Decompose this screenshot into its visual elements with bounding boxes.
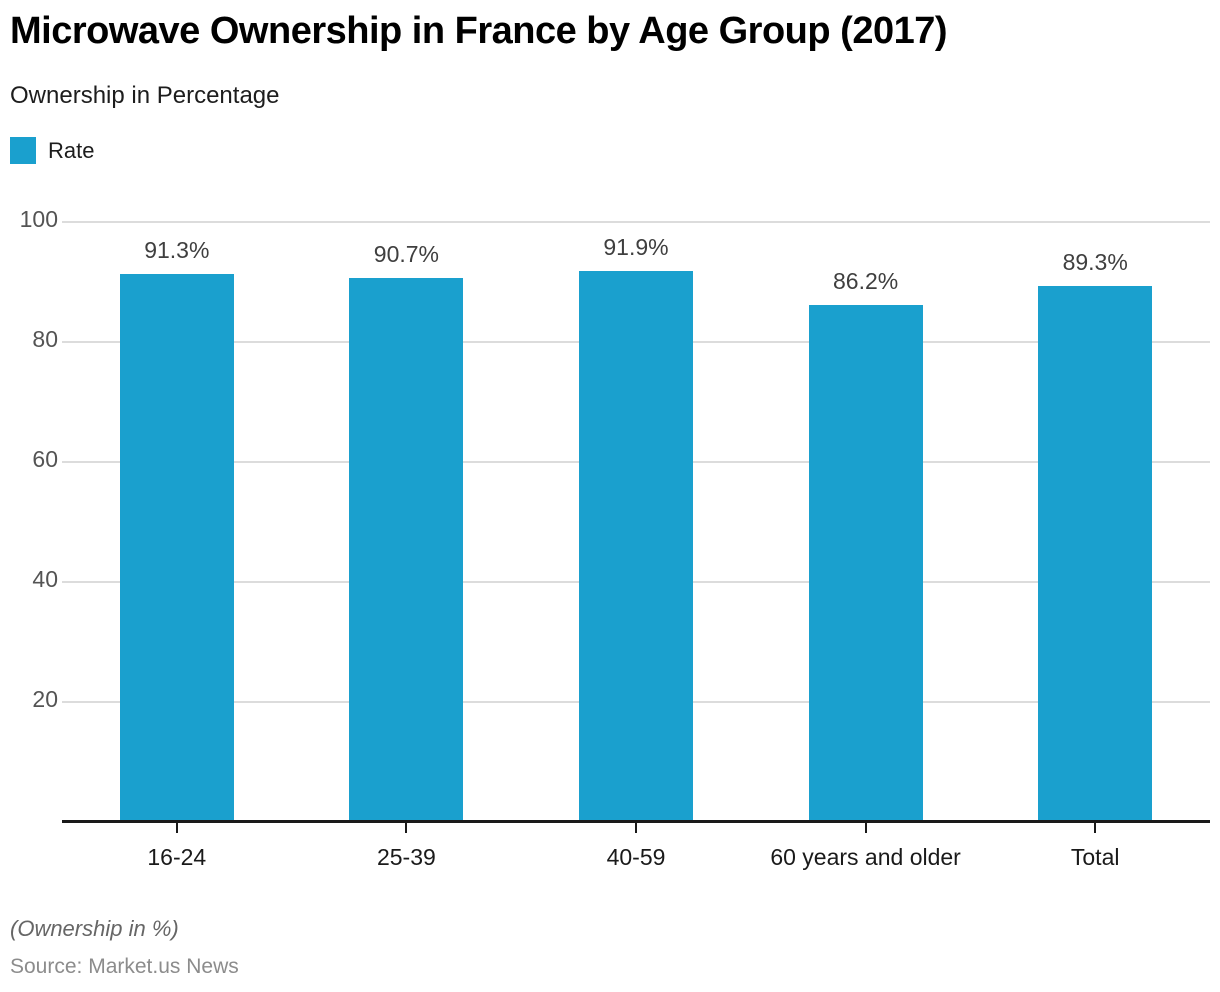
category-label-40-59: 40-59 [606, 844, 666, 870]
category-label-total: Total [1070, 844, 1120, 870]
x-axis-tick [405, 823, 408, 833]
value-label-60-years-and-older: 86.2% [832, 267, 899, 294]
y-axis-tick-label: 20 [32, 686, 58, 712]
bar-40-59[interactable] [579, 270, 693, 822]
x-axis-tick [864, 823, 867, 833]
gridline-100 [62, 221, 1210, 223]
value-label-total: 89.3% [1062, 249, 1128, 276]
source-text: Source: Market.us News [10, 955, 239, 978]
x-axis-line [62, 820, 1210, 823]
legend-swatch-icon [10, 137, 36, 164]
legend-item-rate[interactable]: Rate [10, 137, 94, 164]
y-axis-tick-label: 100 [19, 206, 58, 232]
value-label-16-24: 91.3% [144, 237, 210, 264]
x-axis-tick [635, 823, 637, 833]
bar-16-24[interactable] [119, 274, 234, 822]
category-label-60-years-and-older: 60 years and older [770, 844, 961, 870]
category-label-16-24: 16-24 [147, 844, 207, 870]
chart-subtitle: Ownership in Percentage [10, 82, 280, 109]
legend-label: Rate [48, 137, 95, 163]
footnote: (Ownership in %) [10, 916, 179, 941]
x-axis-tick [175, 823, 178, 833]
bar-total[interactable] [1038, 286, 1153, 822]
bar-60-years-and-older[interactable] [808, 304, 923, 822]
bar-25-39[interactable] [349, 277, 464, 822]
chart-title: Microwave Ownership in France by Age Gro… [10, 10, 948, 52]
x-axis-tick [1094, 823, 1097, 833]
value-label-40-59: 91.9% [603, 233, 669, 260]
y-axis-tick-label: 60 [32, 446, 58, 472]
category-label-25-39: 25-39 [376, 844, 436, 870]
y-axis-tick-label: 80 [32, 326, 58, 352]
value-label-25-39: 90.7% [373, 240, 439, 267]
y-axis-tick-label: 40 [32, 566, 58, 592]
